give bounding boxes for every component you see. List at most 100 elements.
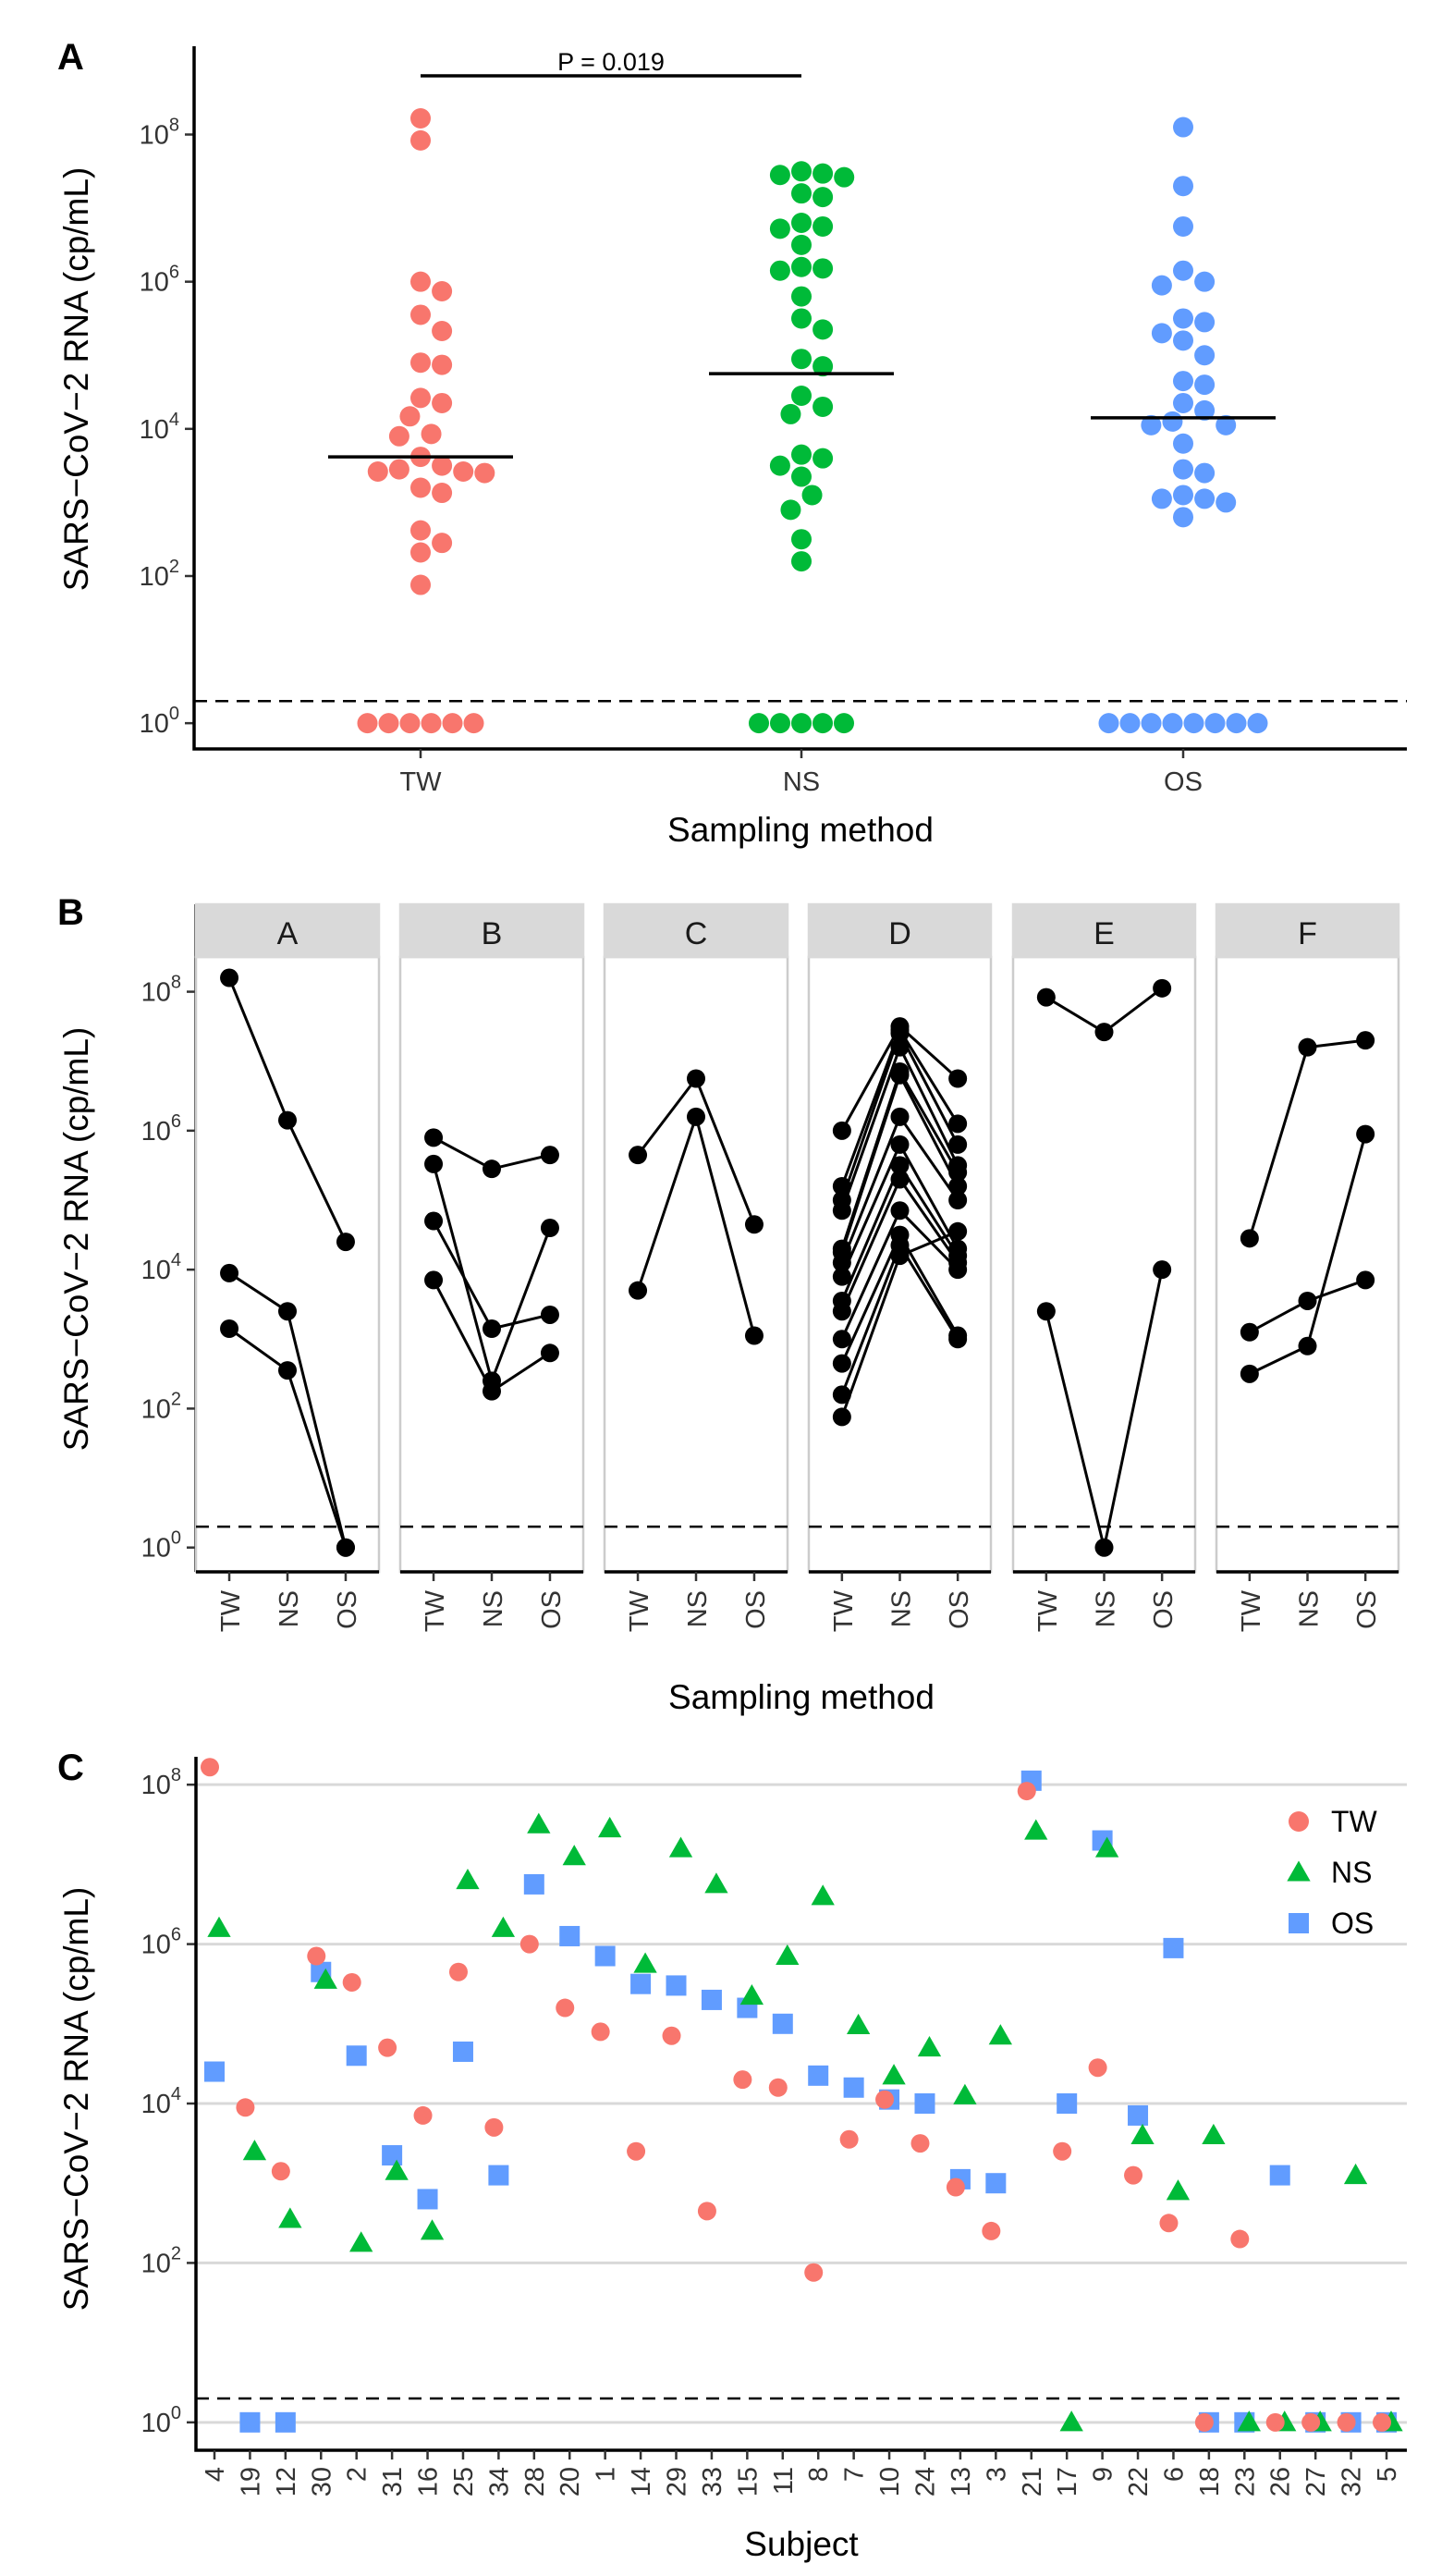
point-NS [791, 212, 812, 233]
point-TW-subject-20 [556, 1998, 575, 2018]
point-OS [1194, 488, 1216, 509]
x-tick-label-33: 33 [698, 2467, 727, 2496]
x-tick-label-5: 5 [1373, 2467, 1402, 2482]
subject-point [832, 1330, 851, 1349]
subject-point [832, 1407, 851, 1427]
point-TW-subject-10 [875, 2090, 895, 2109]
subject-point [540, 1305, 559, 1324]
p-value-label: P = 0.019 [557, 48, 665, 76]
point-TW [463, 713, 484, 734]
x-tick-label-34: 34 [484, 2467, 514, 2496]
x-axis-title: Sampling method [667, 811, 934, 849]
point-NS [813, 356, 834, 377]
panel-letter-a: A [57, 37, 84, 78]
facet-strip-A [194, 902, 381, 959]
y-tick-label-3: 106 [140, 263, 179, 298]
subject-point [890, 1107, 910, 1126]
point-OS-subject-26 [1269, 2165, 1290, 2186]
point-NS-subject-19 [242, 2140, 267, 2161]
facet-strip-label-A: A [277, 916, 299, 951]
subject-point [1036, 1302, 1056, 1321]
y-tick-label-1: 102 [141, 2243, 181, 2278]
point-NS-subject-10 [882, 2064, 906, 2085]
point-OS [1151, 488, 1172, 509]
point-NS [834, 166, 855, 188]
facet-panel-B [398, 955, 585, 1574]
point-TW-subject-12 [271, 2162, 290, 2181]
x-tick-label-10: 10 [875, 2467, 905, 2496]
x-tick-label-OS: OS [945, 1590, 974, 1629]
facet-strip-F [1215, 902, 1400, 959]
subject-point [890, 1246, 910, 1266]
facet-panel-F [1215, 955, 1400, 1574]
x-tick-label-TW: TW [399, 767, 442, 797]
x-tick-label-21: 21 [1018, 2467, 1047, 2496]
point-OS [1194, 399, 1216, 421]
x-tick-label-23: 23 [1230, 2467, 1260, 2496]
point-NS [813, 396, 834, 417]
point-TW-subject-21 [1017, 1782, 1036, 1801]
point-OS-subject-4 [204, 2061, 225, 2082]
subject-point [424, 1154, 444, 1173]
facet-panel-C [603, 955, 789, 1574]
point-TW [378, 713, 399, 734]
point-TW-subject-7 [839, 2129, 859, 2149]
y-axis-title: SARS−CoV−2 RNA (cp/mL) [57, 167, 95, 592]
point-NS-subject-3 [988, 2024, 1012, 2045]
subject-point [336, 1538, 355, 1557]
point-TW-subject-9 [1088, 2058, 1107, 2078]
subject-point [832, 1354, 851, 1373]
point-TW-subject-15 [733, 2070, 752, 2090]
point-NS-subject-13 [953, 2083, 977, 2104]
point-OS [1173, 215, 1193, 237]
x-tick-label-OS: OS [741, 1590, 771, 1629]
axes [194, 1757, 1407, 2452]
point-TW-subject-11 [768, 2078, 788, 2097]
subject-point [948, 1069, 968, 1088]
point-TW-subject-33 [697, 2202, 716, 2221]
facet-panel-A [194, 955, 381, 1574]
point-TW [388, 425, 409, 447]
point-NS-subject-18 [1202, 2123, 1226, 2144]
point-NS-subject-22 [1130, 2123, 1155, 2144]
subject-point [336, 1233, 355, 1252]
point-OS-subject-20 [559, 1925, 580, 1946]
point-OS-subject-28 [523, 1873, 544, 1895]
subject-point [1356, 1270, 1375, 1290]
point-OS [1151, 323, 1172, 344]
point-TW [399, 713, 421, 734]
point-TW-subject-16 [413, 2105, 433, 2125]
subject-point [687, 1107, 705, 1126]
y-tick-label-3: 106 [141, 1925, 181, 1960]
x-tick-label-13: 13 [947, 2467, 976, 2496]
x-tick-label-NS: NS [783, 767, 820, 797]
legend-key-NS [1287, 1860, 1311, 1882]
x-tick-label-OS: OS [537, 1590, 567, 1629]
point-OS-subject-1 [594, 1945, 616, 1967]
point-NS [791, 308, 812, 329]
point-NS [834, 713, 854, 734]
point-TW-subject-19 [236, 2098, 255, 2117]
point-OS [1247, 713, 1268, 734]
x-tick-label-NS: NS [1295, 1590, 1325, 1627]
subject-point [1094, 1023, 1114, 1042]
point-NS-subject-7 [846, 2013, 871, 2035]
y-tick-label-0: 100 [140, 704, 179, 739]
subject-point [483, 1319, 501, 1339]
point-TW [453, 460, 474, 482]
point-NS [749, 713, 769, 734]
point-OS-subject-22 [1128, 2104, 1149, 2126]
point-NS-subject-31 [385, 2159, 409, 2180]
point-OS-subject-3 [985, 2173, 1007, 2194]
subject-point [1298, 1336, 1317, 1355]
subject-point [832, 1385, 851, 1405]
subject-point [744, 1326, 764, 1345]
y-tick-label-4: 108 [140, 115, 179, 150]
point-NS-subject-28 [527, 1812, 551, 1834]
x-tick-label-NS: NS [479, 1590, 508, 1627]
x-axis-title: Subject [744, 2525, 859, 2563]
y-tick-label-0: 100 [141, 1528, 181, 1564]
point-NS-subject-29 [668, 1836, 693, 1858]
x-tick-label-31: 31 [378, 2467, 408, 2496]
point-NS [791, 529, 812, 550]
